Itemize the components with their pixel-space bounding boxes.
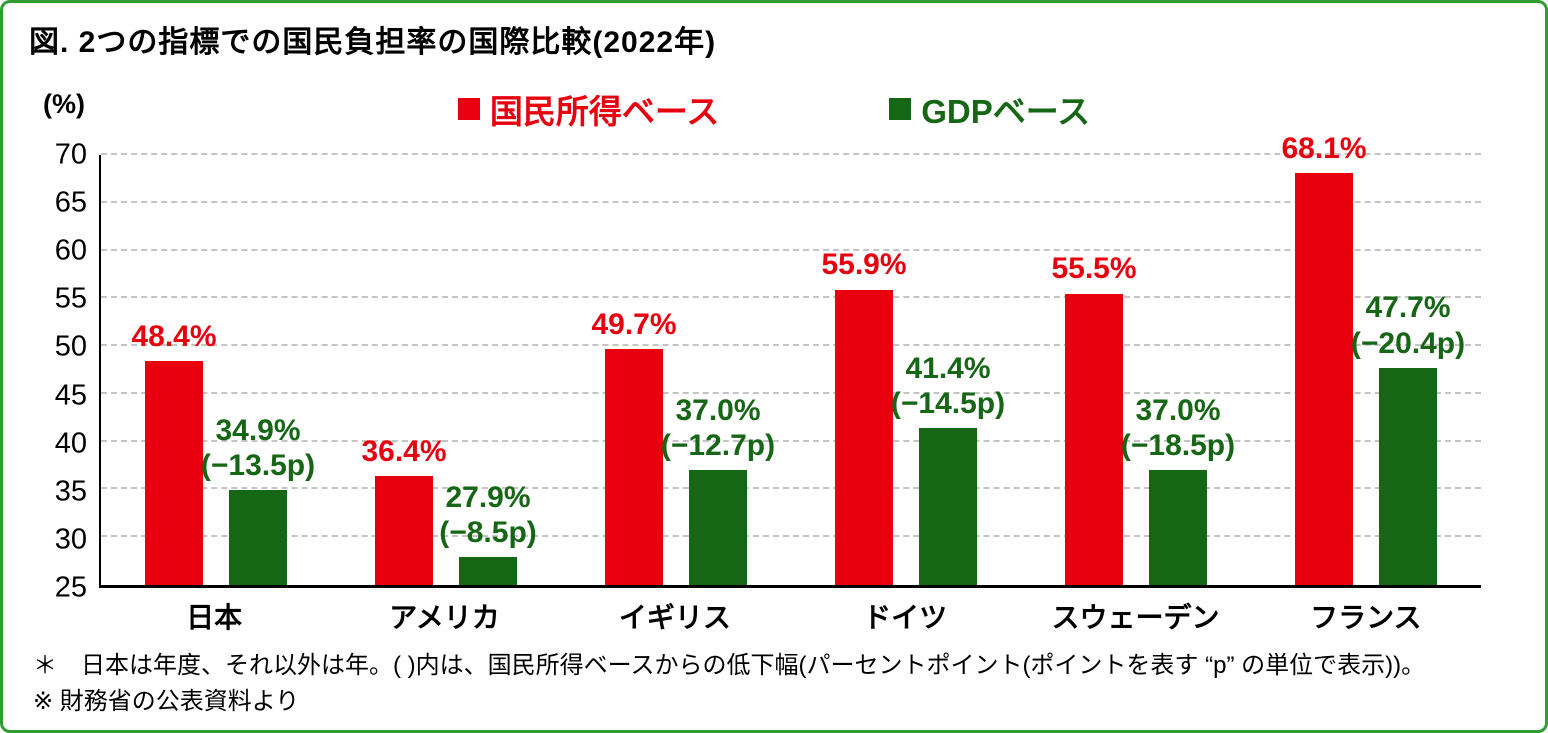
bar-slot: 37.0% (−12.7p) (661, 155, 775, 585)
bar-gdp-base (459, 557, 517, 585)
bar-value-label: 37.0% (−18.5p) (1120, 393, 1236, 462)
bar-group: 68.1% 47.7% (−20.4p) (1251, 132, 1481, 585)
bar-value-label: 49.7% (591, 307, 677, 341)
gridline (101, 200, 1481, 203)
legend-swatch-red-icon (457, 98, 480, 120)
bar-slot: 55.5% (1051, 155, 1137, 585)
y-tick-label: 50 (54, 330, 87, 363)
y-tick-label: 40 (54, 427, 87, 460)
bar-gdp-base (689, 470, 747, 585)
bar-gdp-base (919, 428, 977, 585)
category-label: ドイツ (863, 602, 948, 633)
bar-value-label: 36.4% (361, 434, 447, 468)
bar-slot: 49.7% (591, 155, 677, 585)
y-axis-unit-label: (%) (43, 89, 85, 119)
legend-item-income-base: 国民所得ベース (457, 85, 720, 133)
y-tick-label: 35 (54, 475, 87, 508)
legend-swatch-green-icon (889, 98, 912, 120)
bar-slot: 37.0% (−18.5p) (1121, 155, 1235, 585)
legend-item-gdp-base: GDPベース (889, 85, 1090, 133)
gridline (101, 487, 1481, 490)
y-axis-ticks: 25 30 35 40 45 50 55 60 65 70 (41, 139, 91, 604)
bar-slot: 55.9% (821, 155, 907, 585)
bar-group: 55.9% 41.4% (−14.5p) (791, 155, 1021, 585)
y-tick-label: 45 (54, 379, 87, 412)
gridline (101, 296, 1481, 299)
y-tick-label: 60 (54, 234, 87, 267)
bar-income-base (1065, 293, 1123, 585)
category-label: スウェーデン (1051, 602, 1220, 633)
bar-income-base (605, 348, 663, 585)
bar-value-label: 37.0% (−12.7p) (660, 393, 776, 462)
gridline (101, 535, 1481, 538)
category-label: フランス (1310, 602, 1422, 633)
bar-gdp-base (1149, 470, 1207, 585)
bar-groups: 48.4% 34.9% (−13.5p) 36.4% 27.9% (−8.5p) 49.7%… (101, 132, 1481, 585)
gridline (101, 391, 1481, 394)
y-tick-label: 65 (54, 186, 87, 219)
legend: 国民所得ベース GDPベース (3, 85, 1545, 133)
bar-slot: 47.7% (−20.4p) (1351, 155, 1465, 585)
chart: 25 30 35 40 45 50 55 60 65 70 48.4% 34.9% (−13.5p) 3… (41, 132, 1481, 633)
category-label: 日本 (186, 602, 243, 633)
category-label: イギリス (618, 602, 731, 633)
bar-income-base (375, 476, 433, 585)
bar-value-label: 55.5% (1051, 252, 1137, 286)
bar-group: 55.5% 37.0% (−18.5p) (1021, 155, 1251, 585)
footnotes: ＊ 日本は年度、それ以外は年。( )内は、国民所得ベースからの低下幅(パーセント… (33, 648, 1425, 720)
plot-area: 48.4% 34.9% (−13.5p) 36.4% 27.9% (−8.5p) 49.7%… (99, 132, 1481, 588)
category-label: アメリカ (389, 602, 500, 633)
bar-slot: 34.9% (−13.5p) (201, 155, 315, 585)
category-labels: 日本 アメリカ イギリス ドイツ スウェーデン フランス (99, 596, 1481, 636)
bar-income-base (145, 361, 203, 585)
bar-value-label: 34.9% (−13.5p) (200, 413, 316, 483)
bar-gdp-base (1379, 368, 1437, 585)
bar-slot: 27.9% (−8.5p) (439, 155, 537, 585)
bar-value-label: 27.9% (−8.5p) (439, 480, 537, 549)
gridline (101, 153, 1481, 155)
gridline (101, 248, 1481, 251)
bar-value-label: 68.1% (1281, 131, 1367, 165)
bar-group: 49.7% 37.0% (−12.7p) (561, 155, 791, 585)
bar-value-label: 48.4% (131, 320, 217, 354)
bar-value-label: 55.9% (821, 248, 907, 282)
legend-label: GDPベース (921, 93, 1091, 130)
bar-income-base (1295, 173, 1353, 585)
footnote-definition: ＊ 日本は年度、それ以外は年。( )内は、国民所得ベースからの低下幅(パーセント… (33, 652, 1426, 679)
bar-slot: 41.4% (−14.5p) (891, 155, 1005, 585)
bar-slot: 48.4% (131, 155, 217, 585)
y-tick-label: 70 (54, 138, 87, 171)
bar-gdp-base (229, 490, 287, 585)
bar-value-label: 41.4% (−14.5p) (890, 351, 1006, 420)
chart-title: 図. 2つの指標での国民負担率の国際比較(2022年) (29, 26, 717, 59)
bar-slot: 36.4% (361, 155, 447, 585)
y-tick-label: 55 (54, 282, 87, 315)
bar-group: 36.4% 27.9% (−8.5p) (331, 155, 561, 585)
y-tick-label: 30 (54, 523, 87, 556)
bar-group: 48.4% 34.9% (−13.5p) (101, 155, 331, 585)
bar-income-base (835, 289, 893, 585)
footnote-source: ※ 財務省の公表資料より (33, 688, 300, 715)
gridline (101, 439, 1481, 442)
bar-slot: 68.1% (1281, 132, 1367, 585)
bar-value-label: 47.7% (−20.4p) (1350, 291, 1466, 360)
y-tick-label: 25 (54, 571, 87, 604)
gridline (101, 344, 1481, 347)
legend-label: 国民所得ベース (489, 93, 720, 130)
